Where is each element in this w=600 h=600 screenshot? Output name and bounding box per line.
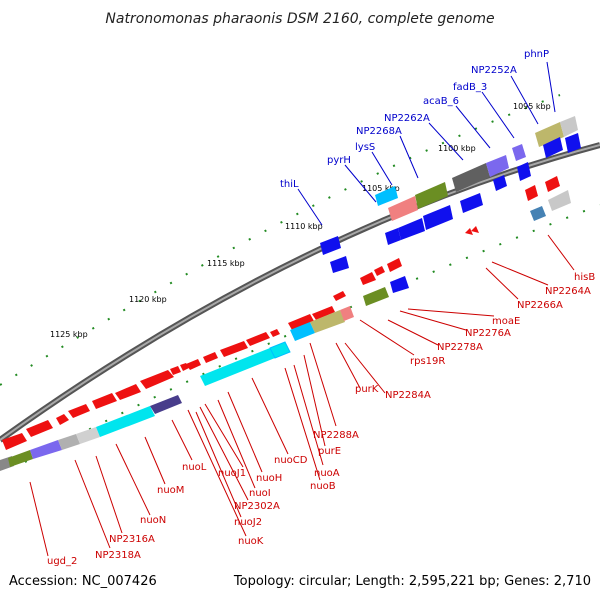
scale-label-1125: 1125 kbp: [50, 330, 88, 339]
scale-label-1100: 1100 kbp: [438, 144, 476, 153]
gene-label-nuoI: nuoI: [249, 488, 271, 499]
gene-label-NP2316A: NP2316A: [109, 534, 155, 545]
gene-label-acaB_6: acaB_6: [423, 96, 459, 107]
scale-label-1110: 1110 kbp: [285, 222, 323, 231]
gene-label-NP2268A: NP2268A: [356, 126, 402, 137]
gene-label-fadB_3: fadB_3: [453, 82, 487, 93]
gene-label-nuoK: nuoK: [238, 536, 264, 547]
gene-label-NP2302A: NP2302A: [234, 501, 280, 512]
gene-label-NP2318A: NP2318A: [95, 550, 141, 561]
gene-label-purE: purE: [318, 446, 341, 457]
gene-label-nuoJ1: nuoJ1: [218, 468, 246, 479]
scale-label-1115: 1115 kbp: [207, 259, 245, 268]
gene-label-NP2264A: NP2264A: [545, 286, 591, 297]
gene-label-NP2276A: NP2276A: [465, 328, 511, 339]
reverse-gene-labels: hisB NP2264A NP2266A moaE NP2276A NP2278…: [47, 272, 595, 567]
gene-label-nuoJ2: nuoJ2: [234, 517, 262, 528]
gene-label-moaE: moaE: [492, 316, 520, 327]
scale-label-1105: 1105 kbp: [362, 184, 400, 193]
gene-label-thiL: thiL: [280, 179, 299, 190]
gene-label-ugd_2: ugd_2: [47, 556, 77, 567]
genome-summary: Topology: circular; Length: 2,595,221 bp…: [233, 574, 591, 589]
gene-label-nuoN: nuoN: [140, 515, 166, 526]
gene-label-nuoCD: nuoCD: [274, 455, 308, 466]
genome-backbone: [0, 142, 600, 443]
gene-label-phnP: phnP: [524, 49, 549, 60]
gene-label-nuoA: nuoA: [314, 468, 340, 479]
gene-label-NP2278A: NP2278A: [437, 342, 483, 353]
gene-label-NP2266A: NP2266A: [517, 300, 563, 311]
gene-label-nuoL: nuoL: [182, 462, 207, 473]
gene-label-nuoB: nuoB: [310, 481, 336, 492]
gene-label-NP2262A: NP2262A: [384, 113, 430, 124]
outer-scale-dots: [0, 94, 561, 386]
scale-label-1120: 1120 kbp: [129, 295, 167, 304]
scale-label-1095: 1095 kbp: [513, 102, 551, 111]
label-leaders: [29, 61, 575, 557]
gene-label-NP2252A: NP2252A: [471, 65, 517, 76]
gene-label-NP2284A: NP2284A: [385, 390, 431, 401]
accession-label: Accession: NC_007426: [9, 574, 157, 589]
gene-features: [0, 116, 581, 471]
scale-labels: 1095 kbp 1100 kbp 1105 kbp 1110 kbp 1115…: [50, 102, 551, 339]
gene-label-rps19R: rps19R: [410, 356, 445, 367]
gene-label-nuoM: nuoM: [157, 485, 184, 496]
gene-label-NP2288A: NP2288A: [313, 430, 359, 441]
gene-label-nuoH: nuoH: [256, 473, 282, 484]
gene-label-purK: purK: [355, 384, 379, 395]
forward-gene-labels: phnP NP2252A fadB_3 acaB_6 NP2262A NP226…: [280, 49, 549, 190]
map-title: Natronomonas pharaonis DSM 2160, complet…: [105, 11, 494, 27]
gene-label-pyrH: pyrH: [327, 155, 351, 166]
gene-label-hisB: hisB: [574, 272, 595, 283]
gene-label-lysS: lysS: [355, 142, 375, 153]
